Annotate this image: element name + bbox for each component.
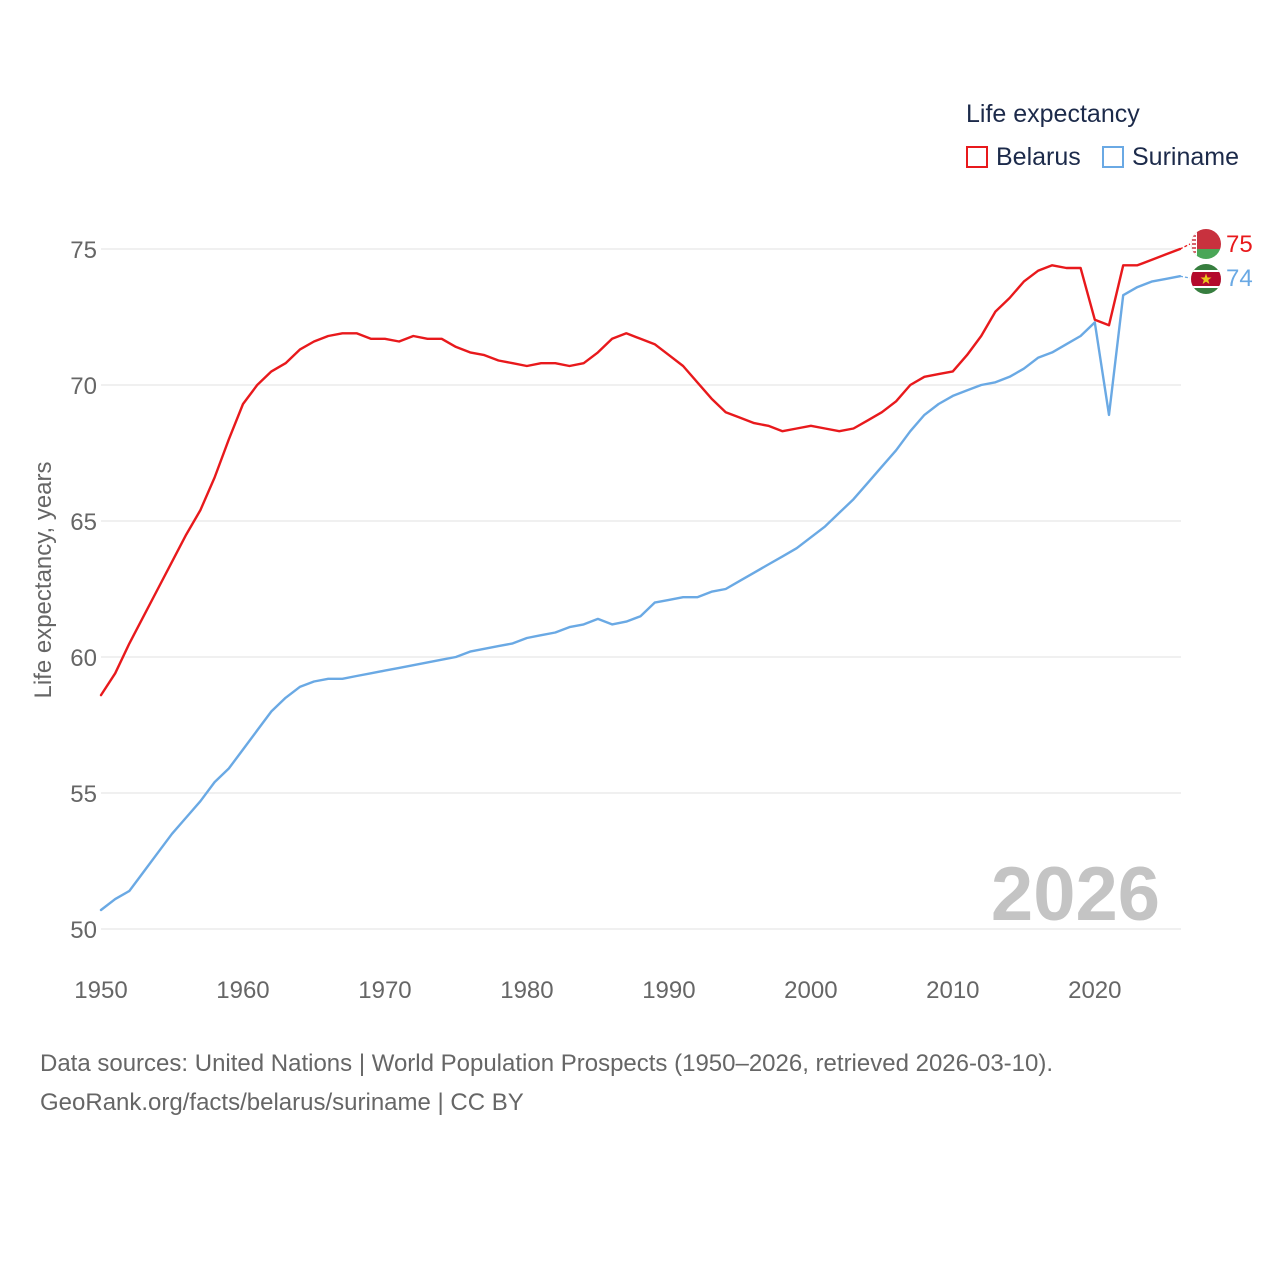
y-tick-label: 50 <box>70 917 97 944</box>
legend-item-belarus[interactable]: Belarus <box>966 142 1081 172</box>
x-tick-label: 2000 <box>784 977 837 1004</box>
x-tick-label: 2010 <box>926 977 979 1004</box>
leader-line-suriname <box>1179 275 1191 279</box>
y-tick-labels: 50 55 60 65 70 75 <box>70 237 97 944</box>
y-tick-label: 55 <box>70 781 97 808</box>
legend-label-suriname: Suriname <box>1132 142 1239 171</box>
x-tick-label: 1980 <box>500 977 553 1004</box>
y-axis-label: Life expectancy, years <box>30 461 57 698</box>
y-tick-label: 60 <box>70 645 97 672</box>
legend-swatch-suriname <box>1102 146 1124 168</box>
legend-label-belarus: Belarus <box>996 142 1081 171</box>
series-lines <box>99 243 1191 912</box>
x-tick-label: 1970 <box>358 977 411 1004</box>
series-line-suriname <box>99 275 1182 912</box>
suriname-flag-icon <box>1191 264 1221 294</box>
x-tick-labels: 1950 1960 1970 1980 1990 2000 2010 2020 <box>74 977 1121 1004</box>
sources-line-1: Data sources: United Nations | World Pop… <box>40 1050 1054 1077</box>
y-tick-label: 65 <box>70 509 97 536</box>
y-tick-label: 75 <box>70 237 97 264</box>
series-line-belarus <box>99 247 1182 697</box>
year-watermark: 2026 <box>991 852 1160 937</box>
belarus-flag-icon <box>1191 229 1221 259</box>
end-value-label-suriname: 74 <box>1226 265 1253 292</box>
y-tick-label: 70 <box>70 373 97 400</box>
x-tick-label: 1990 <box>642 977 695 1004</box>
sources-line-2: GeoRank.org/facts/belarus/suriname | CC … <box>40 1089 524 1116</box>
legend-item-suriname[interactable]: Suriname <box>1102 142 1239 172</box>
data-sources-note: Data sources: United Nations | World Pop… <box>40 1044 1053 1122</box>
leader-line-belarus <box>1179 243 1191 250</box>
legend-swatch-belarus <box>966 146 988 168</box>
x-tick-label: 1950 <box>74 977 127 1004</box>
legend-title: Life expectancy <box>966 100 1140 128</box>
x-tick-label: 2020 <box>1068 977 1121 1004</box>
x-tick-label: 1960 <box>216 977 269 1004</box>
end-value-label-belarus: 75 <box>1226 231 1253 258</box>
gridlines <box>101 248 1181 930</box>
